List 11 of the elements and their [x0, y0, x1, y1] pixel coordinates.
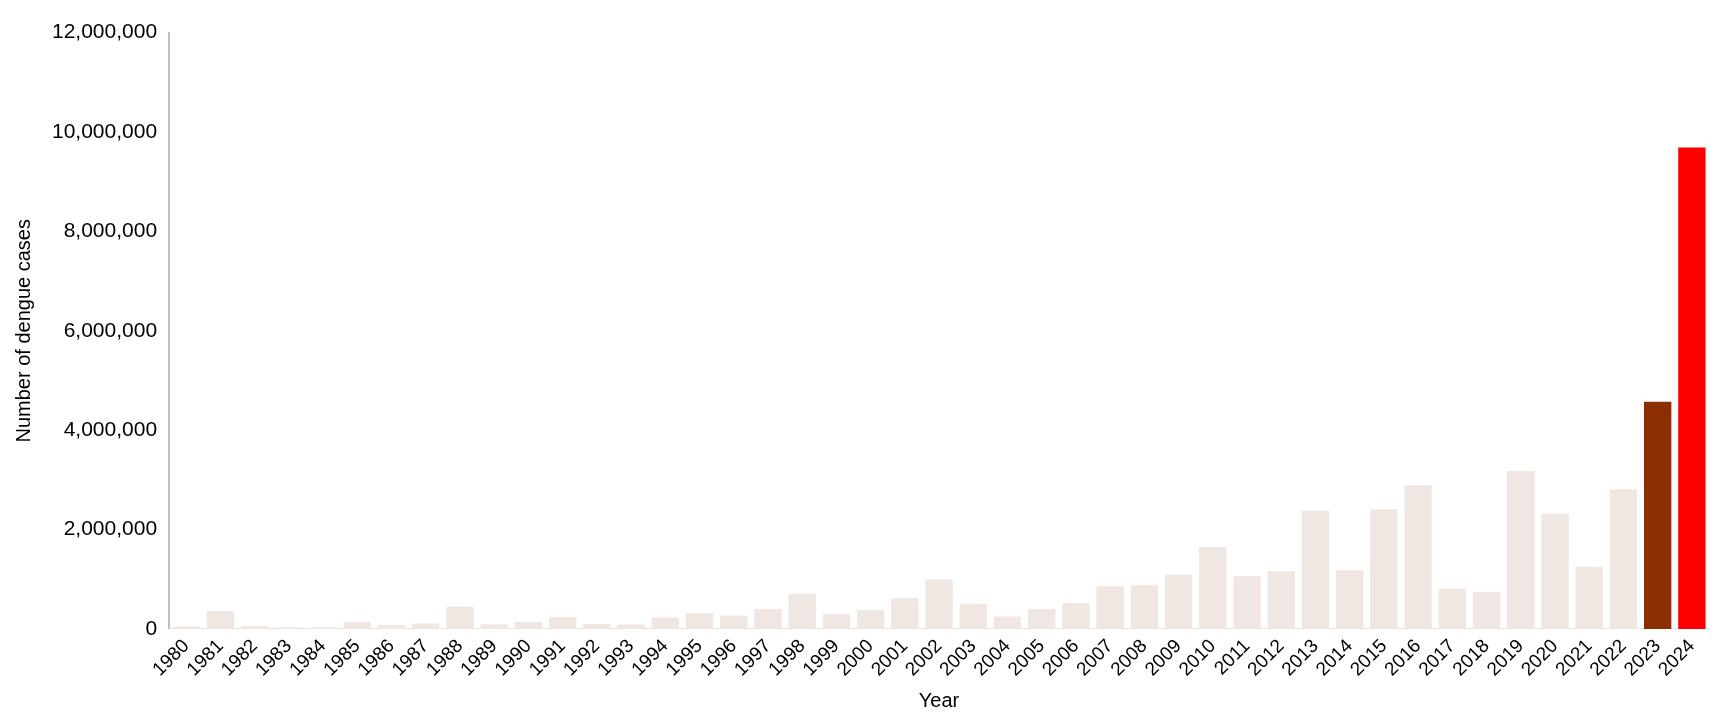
y-tick-label: 12,000,000 — [51, 19, 158, 43]
y-tick-label: 10,000,000 — [51, 118, 158, 142]
y-tick-label: 2,000,000 — [63, 516, 158, 540]
y-axis-title: Number of dengue cases — [11, 219, 34, 443]
bar — [1678, 147, 1706, 629]
bar — [1643, 401, 1672, 629]
y-tick-label: 4,000,000 — [63, 416, 158, 440]
y-tick-label: 0 — [145, 615, 158, 639]
y-tick-label: 6,000,000 — [63, 317, 158, 341]
x-axis-title: Year — [918, 688, 960, 711]
y-tick-label: 8,000,000 — [63, 218, 158, 242]
